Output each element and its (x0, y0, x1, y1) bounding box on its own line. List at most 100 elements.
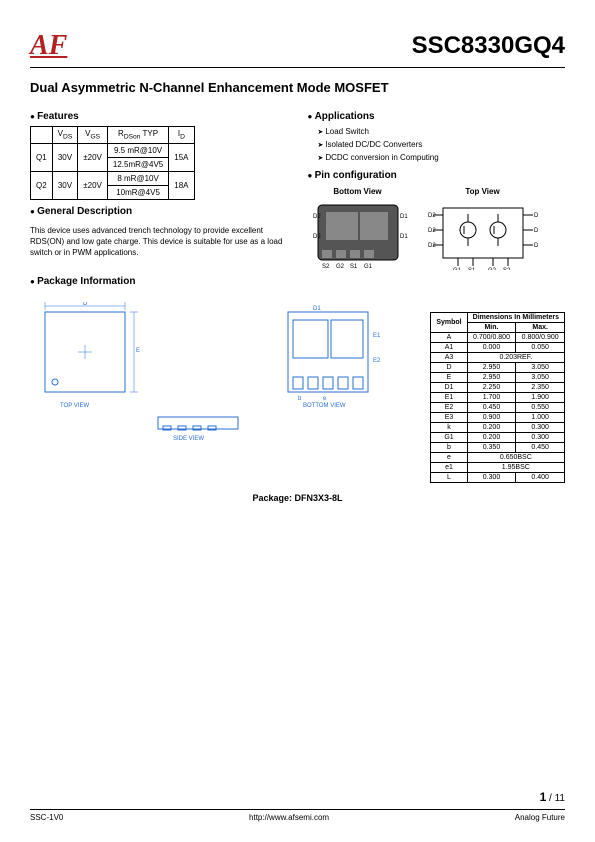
dim-sym: k (431, 423, 467, 433)
dim-row: D2.9503.050 (431, 363, 565, 373)
side-view-drawing: SIDE VIEW (143, 412, 253, 442)
svg-text:TOP VIEW: TOP VIEW (60, 403, 89, 409)
dim-row: E11.7001.900 (431, 393, 565, 403)
general-desc-heading: General Description (30, 206, 288, 217)
app-item: Isolated DC/DC Converters (318, 139, 566, 152)
page-header: AF SSC8330GQ4 (30, 30, 565, 68)
spec-q2: Q2 (31, 171, 53, 199)
footer: SSC-1V0 http://www.afsemi.com Analog Fut… (30, 809, 565, 822)
package-name: Package: DFN3X3-8L (30, 493, 565, 503)
dim-min: 0.200 (467, 423, 516, 433)
dim-min: 2.250 (467, 383, 516, 393)
dim-max: 0.450 (516, 443, 565, 453)
svg-text:G2: G2 (488, 268, 497, 270)
dim-symbol-head: Symbol (431, 313, 467, 333)
page-current: 1 (540, 790, 547, 804)
dim-min: 2.950 (467, 363, 516, 373)
dim-sym: E (431, 373, 467, 383)
dim-row: A30.203REF. (431, 353, 565, 363)
svg-text:G2: G2 (336, 264, 345, 270)
footer-center: http://www.afsemi.com (249, 813, 329, 822)
svg-text:D: D (83, 302, 88, 307)
spec-q1-r1: 9.5 mR@10V (107, 143, 168, 157)
dim-max: 3.050 (516, 363, 565, 373)
dim-sym: D (431, 363, 467, 373)
spec-q1-vds: 30V (52, 143, 78, 171)
svg-text:E2: E2 (373, 358, 381, 364)
svg-text:D1: D1 (400, 234, 408, 240)
bottom-view-icon: D2 D2 D1 D1 S2 G2 S1 G1 (308, 200, 408, 270)
general-desc: This device uses advanced trench technol… (30, 225, 288, 259)
package-drawings: D E TOP VIEW SIDE VIEW (30, 302, 393, 444)
dim-max: 0.300 (516, 433, 565, 443)
spec-col-q (31, 127, 53, 144)
spec-col-vds: VDS (52, 127, 78, 144)
dim-sym: E2 (431, 403, 467, 413)
dim-min: 0.450 (467, 403, 516, 413)
dim-max: 1.000 (516, 413, 565, 423)
footer-left: SSC-1V0 (30, 813, 63, 822)
dim-row: A0.700/0.8000.800/0.900 (431, 333, 565, 343)
svg-text:D2: D2 (313, 214, 321, 220)
dim-min: 0.700/0.800 (467, 333, 516, 343)
spec-col-vgs: VGS (78, 127, 108, 144)
dim-sym: A (431, 333, 467, 343)
bottom-view-label: Bottom View (308, 187, 408, 196)
dim-sym: b (431, 443, 467, 453)
spec-q2-vds: 30V (52, 171, 78, 199)
svg-text:D1: D1 (534, 213, 538, 219)
dim-max: 0.550 (516, 403, 565, 413)
dim-row: L0.3000.400 (431, 473, 565, 483)
dim-title: Dimensions In Millimeters (467, 313, 564, 323)
spec-q1-r2: 12.5mR@4V5 (107, 157, 168, 171)
svg-text:D1: D1 (313, 306, 321, 312)
dim-max: 2.350 (516, 383, 565, 393)
dim-min: 0.300 (467, 473, 516, 483)
spec-col-id: ID (169, 127, 194, 144)
svg-text:D1: D1 (534, 243, 538, 249)
dim-row: D12.2502.350 (431, 383, 565, 393)
dim-sym: A1 (431, 343, 467, 353)
dim-max: 3.050 (516, 373, 565, 383)
dim-max: 1.900 (516, 393, 565, 403)
top-view-block: Top View D2 D2 D2 D1 D1 D1 G1 S1 G2 S2 (428, 187, 538, 270)
dim-max-head: Max. (516, 323, 565, 333)
dimensions-table: Symbol Dimensions In Millimeters Min. Ma… (430, 312, 565, 483)
svg-text:S1: S1 (350, 264, 358, 270)
dim-sym: L (431, 473, 467, 483)
svg-text:D2: D2 (428, 228, 436, 234)
spec-q1: Q1 (31, 143, 53, 171)
spec-table: VDS VGS RDSon TYP ID Q1 30V ±20V 9.5 mR@… (30, 126, 195, 200)
spec-q2-vgs: ±20V (78, 171, 108, 199)
applications-heading: Applications (308, 111, 566, 122)
dim-min-head: Min. (467, 323, 516, 333)
dim-sym: A3 (431, 353, 467, 363)
svg-text:S2: S2 (322, 264, 330, 270)
page-total: 11 (555, 793, 565, 804)
svg-text:e: e (323, 396, 327, 402)
dim-row: A10.0000.050 (431, 343, 565, 353)
dim-span: 0.203REF. (467, 353, 564, 363)
dim-max: 0.400 (516, 473, 565, 483)
spec-col-rds: RDSon TYP (107, 127, 168, 144)
dim-row: E20.4500.550 (431, 403, 565, 413)
right-column: Applications Load Switch Isolated DC/DC … (308, 105, 566, 270)
spec-q2-r2: 10mR@4V5 (107, 185, 168, 199)
top-view-drawing: D E TOP VIEW SIDE VIEW (30, 302, 253, 444)
svg-text:D2: D2 (313, 234, 321, 240)
svg-text:E1: E1 (373, 333, 381, 339)
dim-sym: e1 (431, 463, 467, 473)
top-view-icon: D2 D2 D2 D1 D1 D1 G1 S1 G2 S2 (428, 200, 538, 270)
part-number: SSC8330GQ4 (412, 32, 565, 60)
dim-max: 0.050 (516, 343, 565, 353)
left-column: Features VDS VGS RDSon TYP ID Q1 30V ±20… (30, 105, 288, 270)
spec-q1-vgs: ±20V (78, 143, 108, 171)
dim-sym: E1 (431, 393, 467, 403)
dim-sym: G1 (431, 433, 467, 443)
dim-min: 0.350 (467, 443, 516, 453)
svg-text:D2: D2 (428, 243, 436, 249)
spec-q2-r1: 8 mR@10V (107, 171, 168, 185)
svg-text:SIDE VIEW: SIDE VIEW (173, 436, 204, 442)
svg-text:E: E (136, 348, 140, 354)
dim-row: E2.9503.050 (431, 373, 565, 383)
